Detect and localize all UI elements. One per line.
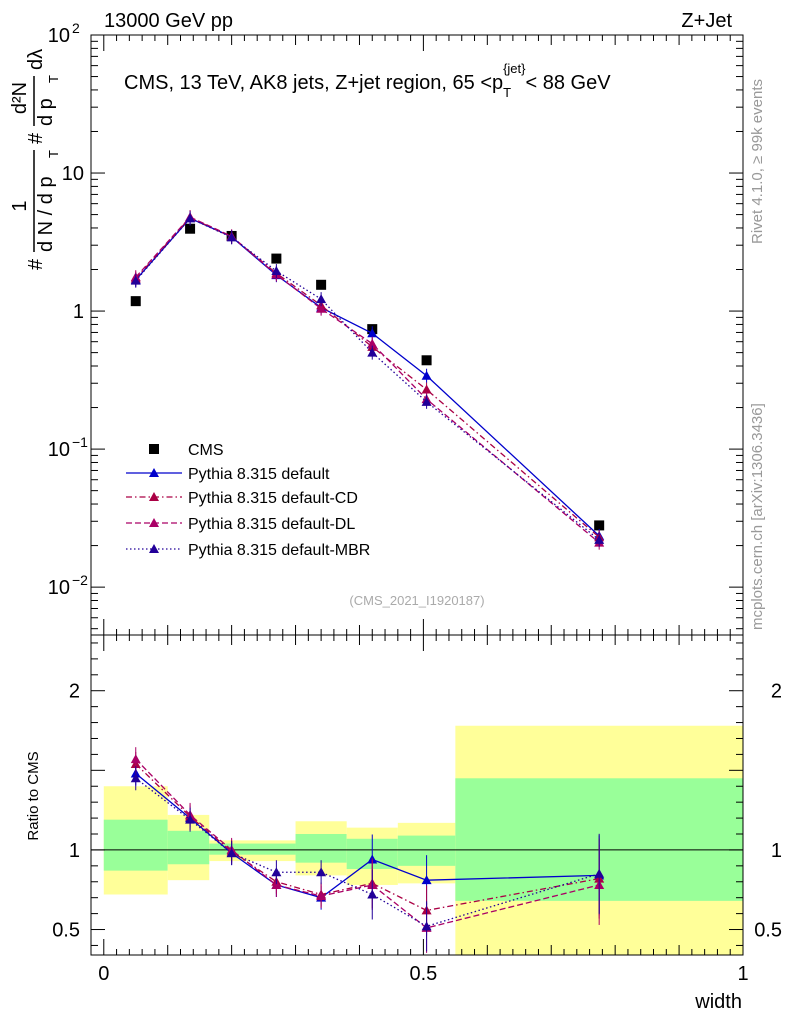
ratio-marker-dl xyxy=(316,891,327,901)
energy-label: 13000 GeV pp xyxy=(104,10,233,32)
ratio-y-tick-label-right: 1 xyxy=(771,840,782,862)
x-tick-label: 0.5 xyxy=(409,963,437,985)
ratio-line-default xyxy=(135,773,600,899)
marker-mbr xyxy=(594,534,605,544)
marker-mbr xyxy=(421,396,432,406)
svg-text:dλ: dλ xyxy=(25,49,47,70)
ratio-y-tick-label-left: 2 xyxy=(69,681,80,703)
legend: CMS Pythia 8.315 default Pythia 8.315 de… xyxy=(126,442,370,559)
svg-text:1: 1 xyxy=(9,200,31,211)
legend-entry-mbr: Pythia 8.315 default-MBR xyxy=(126,542,370,559)
series-line-mbr xyxy=(135,217,600,541)
ratio-marker-mbr xyxy=(594,868,605,878)
x-tick-label: 0 xyxy=(98,963,109,985)
ratio-marker-mbr xyxy=(316,867,327,877)
ratio-y-tick-label-left: 1 xyxy=(69,840,80,862)
data-point-cms xyxy=(594,520,605,531)
main-y-tick-exponent: −1 xyxy=(72,434,88,450)
legend-entry-default: Pythia 8.315 default xyxy=(126,466,330,483)
series-line-default xyxy=(135,217,600,537)
main-y-tick-label: 10 xyxy=(62,163,84,185)
x-tick-label: 1 xyxy=(737,963,748,985)
svg-text:d N / d p: d N / d p xyxy=(35,176,57,252)
data-point-cms xyxy=(316,279,327,290)
ratio-marker-mbr xyxy=(367,889,378,899)
main-y-tick-exponent: −2 xyxy=(72,572,88,588)
band-inner-3 xyxy=(295,834,347,863)
marker-default xyxy=(421,370,432,380)
ratio-marker-dl xyxy=(271,879,282,889)
main-y-tick-label: 10 xyxy=(48,577,70,599)
svg-text:T: T xyxy=(46,150,61,158)
ratio-y-tick-label-right: 2 xyxy=(771,681,782,703)
band-inner-0 xyxy=(103,819,168,871)
ratio-line-cd xyxy=(135,763,600,912)
legend-label-mbr: Pythia 8.315 default-MBR xyxy=(188,542,370,559)
marker-mbr xyxy=(130,275,141,285)
x-axis-label: width xyxy=(694,991,742,1013)
marker-cd xyxy=(421,384,432,394)
ratio-marker-mbr xyxy=(226,848,237,858)
svg-text:d²N: d²N xyxy=(9,82,31,114)
legend-marker-default xyxy=(149,468,159,477)
process-label: Z+Jet xyxy=(681,10,732,32)
main-y-tick-label: 10 xyxy=(48,25,70,47)
data-point-cms xyxy=(130,296,141,307)
svg-text:d p: d p xyxy=(35,98,57,126)
legend-marker-dl xyxy=(149,518,159,527)
ratio-marker-mbr xyxy=(271,867,282,877)
marker-mbr xyxy=(367,347,378,357)
main-series-group xyxy=(130,210,605,550)
ratio-frame xyxy=(90,634,744,956)
legend-entry-cd: Pythia 8.315 default-CD xyxy=(126,490,358,507)
svg-text:T: T xyxy=(46,75,61,83)
main-y-tick-label: 1 xyxy=(73,301,84,323)
band-inner-1 xyxy=(167,830,210,865)
plot-title: CMS, 13 TeV, AK8 jets, Z+jet region, 65 … xyxy=(124,61,611,100)
legend-label-cd: Pythia 8.315 default-CD xyxy=(188,490,358,507)
data-point-cms xyxy=(271,253,282,264)
data-point-cms xyxy=(421,355,432,366)
data-point-cms xyxy=(185,223,196,234)
ratio-line-mbr xyxy=(135,777,600,928)
ratio-y-axis-label: Ratio to CMS xyxy=(25,751,42,840)
legend-marker-mbr xyxy=(149,544,159,553)
marker-default xyxy=(367,328,378,338)
marker-mbr xyxy=(316,294,327,304)
analysis-watermark: (CMS_2021_I1920187) xyxy=(349,593,484,608)
ratio-marker-mbr xyxy=(185,814,196,824)
ratio-marker-dl xyxy=(130,754,141,764)
rivet-label: Rivet 4.1.0, ≥ 99k events xyxy=(749,79,766,244)
marker-dl xyxy=(367,338,378,348)
band-inner-2 xyxy=(209,843,296,855)
ratio-marker-default xyxy=(421,875,432,885)
marker-mbr xyxy=(185,213,196,223)
ratio-y-tick-label-right: 0.5 xyxy=(754,920,782,942)
legend-marker-cd xyxy=(149,492,159,501)
legend-label-cms: CMS xyxy=(188,442,224,459)
legend-entry-cms: CMS xyxy=(149,442,224,459)
mcplots-label: mcplots.cern.ch [arXiv:1306.3436] xyxy=(749,403,766,630)
ratio-line-dl xyxy=(135,758,600,929)
marker-mbr xyxy=(226,232,237,242)
ratio-y-tick-label-left: 0.5 xyxy=(52,920,80,942)
main-y-tick-label: 10 xyxy=(48,439,70,461)
marker-dl xyxy=(316,303,327,313)
ratio-marker-mbr xyxy=(130,773,141,783)
legend-label-default: Pythia 8.315 default xyxy=(188,466,330,483)
legend-entry-dl: Pythia 8.315 default-DL xyxy=(126,516,355,533)
legend-marker-cms xyxy=(149,444,159,454)
main-y-tick-exponent: 2 xyxy=(72,20,80,36)
ratio-series-group xyxy=(130,747,605,953)
series-line-cd xyxy=(135,216,600,538)
marker-mbr xyxy=(271,266,282,276)
ratio-marker-mbr xyxy=(421,921,432,931)
main-y-axis-label: # 1 d N / d p T # d²N d p T dλ xyxy=(9,49,61,270)
legend-label-dl: Pythia 8.315 default-DL xyxy=(188,516,355,533)
svg-text:#: # xyxy=(25,132,47,144)
svg-text:#: # xyxy=(25,258,47,270)
